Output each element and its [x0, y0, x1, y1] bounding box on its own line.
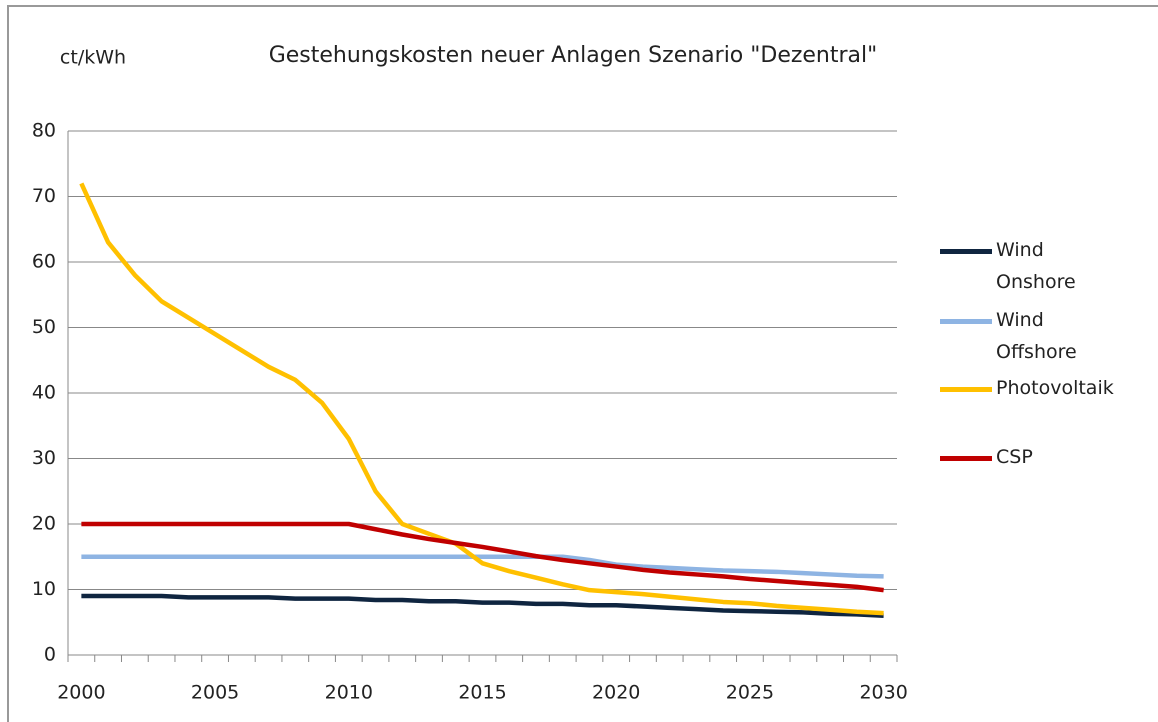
- series-line: [81, 554, 884, 579]
- legend-swatch: [940, 249, 992, 254]
- y-tick-label: 0: [44, 644, 56, 666]
- x-tick-label: 2005: [191, 682, 239, 704]
- legend-swatch: [940, 387, 992, 392]
- y-tick-label: 70: [32, 185, 56, 207]
- y-tick-label: 40: [32, 382, 56, 404]
- series-line: [81, 521, 884, 593]
- series-line: [81, 593, 884, 618]
- x-tick-label: 2000: [57, 682, 105, 704]
- legend-label: Photovoltaik: [996, 377, 1114, 399]
- y-tick-label: 80: [32, 120, 56, 142]
- x-tick-label: 2020: [592, 682, 640, 704]
- legend-item: Wind Onshore: [940, 238, 1155, 298]
- legend-label: Wind Onshore: [996, 239, 1076, 293]
- y-axis-label: ct/kWh: [60, 47, 126, 69]
- legend-swatch: [940, 319, 992, 324]
- y-tick-label: 10: [32, 578, 56, 600]
- legend-item: Wind Offshore: [940, 308, 1155, 368]
- legend-swatch: [940, 456, 992, 461]
- y-tick-label: 20: [32, 513, 56, 535]
- legend-item: Photovoltaik: [940, 376, 1155, 404]
- x-tick-label: 2030: [859, 682, 907, 704]
- series-line: [79, 182, 884, 616]
- x-tick-label: 2025: [726, 682, 774, 704]
- legend-label: CSP: [996, 446, 1033, 468]
- legend-item: CSP: [940, 445, 1155, 473]
- chart-title: Gestehungskosten neuer Anlagen Szenario …: [269, 43, 878, 68]
- x-tick-label: 2010: [325, 682, 373, 704]
- y-tick-label: 50: [32, 316, 56, 338]
- frame: [7, 5, 1158, 722]
- y-tick-label: 60: [32, 251, 56, 273]
- y-tick-label: 30: [32, 447, 56, 469]
- legend-label: Wind Offshore: [996, 309, 1077, 363]
- x-tick-label: 2015: [458, 682, 506, 704]
